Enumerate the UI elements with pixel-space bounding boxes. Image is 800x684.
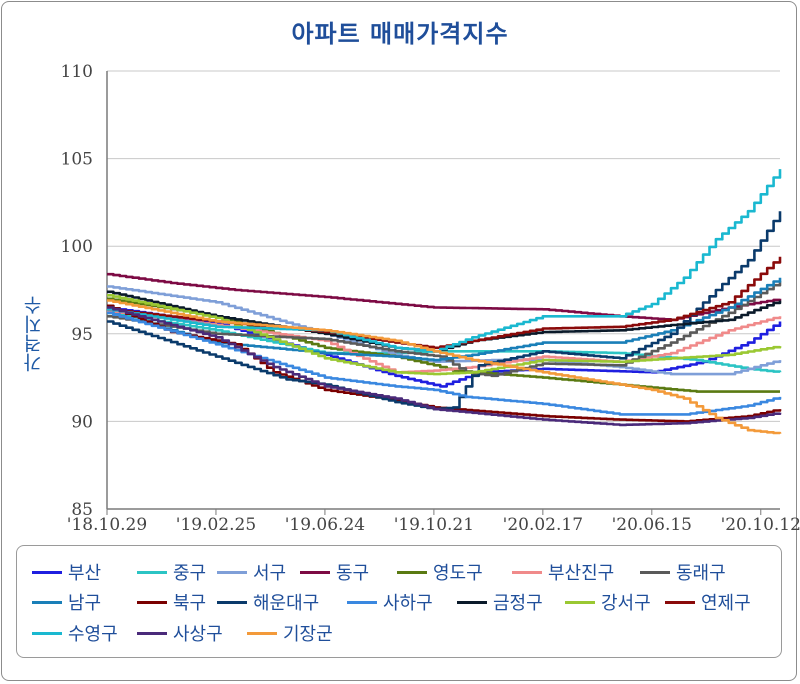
- legend-item: 남구: [32, 591, 102, 614]
- y-axis-ticks: 85 90 95 100 105 110: [61, 62, 93, 520]
- y-tick-label: 90: [71, 412, 93, 432]
- series-line-12: [107, 294, 782, 376]
- legend-label: 기장군: [283, 624, 333, 645]
- series-line-16: [107, 299, 782, 435]
- legend-swatch: [665, 600, 695, 604]
- legend-swatch: [32, 631, 62, 635]
- legend-label: 남구: [68, 593, 102, 614]
- legend-swatch: [32, 600, 62, 604]
- legend-swatch: [457, 600, 487, 604]
- legend-item: 중구: [137, 561, 207, 584]
- chart-title: 아파트 매매가격지수: [291, 20, 509, 48]
- legend-item: 서구: [217, 561, 287, 584]
- legend-item: 북구: [137, 591, 207, 614]
- legend-label: 부산진구: [548, 563, 615, 584]
- x-axis-ticks: '18.10.29 '19.02.25 '19.06.24 '19.10.21 '20.…: [67, 509, 800, 535]
- legend-item: 사상구: [137, 622, 223, 645]
- legend-label: 해운대구: [253, 593, 320, 614]
- legend-label: 부산: [68, 563, 102, 584]
- legend-label: 사상구: [173, 624, 223, 645]
- legend-swatch: [247, 631, 277, 635]
- y-tick-label: 105: [61, 150, 93, 170]
- legend-item: 영도구: [397, 561, 483, 584]
- legend-swatch: [512, 570, 542, 574]
- legend-swatch: [217, 570, 247, 574]
- legend-item: 해운대구: [217, 591, 320, 614]
- x-tick-label: '19.02.25: [176, 515, 256, 535]
- legend-item: 동래구: [640, 561, 726, 584]
- legend-item: 기장군: [247, 622, 333, 645]
- x-tick-label: '19.10.21: [394, 515, 474, 535]
- legend-swatch: [347, 600, 377, 604]
- gridlines: [106, 70, 780, 510]
- legend-label: 중구: [173, 563, 207, 584]
- series-lines: [107, 169, 782, 435]
- legend-swatch: [640, 570, 670, 574]
- legend-swatch: [137, 631, 167, 635]
- legend-label: 강서구: [601, 593, 651, 614]
- legend-item: 금정구: [457, 591, 543, 614]
- legend-label: 영도구: [433, 563, 483, 584]
- y-tick-label: 100: [61, 237, 93, 257]
- legend-label: 북구: [173, 593, 207, 614]
- legend-label: 동구: [336, 563, 370, 584]
- x-tick-label: '20.06.15: [612, 515, 692, 535]
- legend-label: 동래구: [676, 563, 726, 584]
- legend-label: 금정구: [493, 593, 543, 614]
- series-line-2: [107, 285, 782, 376]
- y-tick-label: 95: [71, 325, 93, 345]
- legend-swatch: [300, 570, 330, 574]
- legend-swatch: [217, 600, 247, 604]
- legend-label: 수영구: [68, 624, 118, 645]
- x-tick-label: '20.10.12: [721, 515, 800, 535]
- legend-swatch: [397, 570, 427, 574]
- legend-label: 연제구: [701, 593, 751, 614]
- y-tick-label: 85: [71, 500, 93, 520]
- series-line-15: [107, 306, 782, 427]
- legend-item: 연제구: [665, 591, 751, 614]
- legend-item: 부산진구: [512, 561, 615, 584]
- series-line-9: [107, 211, 782, 411]
- legend-item: 수영구: [32, 622, 118, 645]
- legend-item: 부산: [32, 561, 102, 584]
- legend-label: 사하구: [383, 593, 433, 614]
- legend-item: 동구: [300, 561, 370, 584]
- legend-swatch: [565, 600, 595, 604]
- line-chart: 85 90 95 100 105 110 '18.10.29 '19.02.25 '19.06…: [61, 62, 800, 535]
- legend-label: 서구: [253, 563, 287, 584]
- legend-item: 강서구: [565, 591, 651, 614]
- legend-swatch: [137, 570, 167, 574]
- legend-item: 사하구: [347, 591, 433, 614]
- x-tick-label: '18.10.29: [67, 515, 147, 535]
- series-line-5: [107, 309, 782, 374]
- series-line-10: [107, 311, 782, 416]
- series-line-6: [107, 281, 782, 378]
- y-tick-label: 110: [61, 62, 93, 82]
- legend-swatch: [32, 570, 62, 574]
- legend-swatch: [137, 600, 167, 604]
- x-tick-label: '19.06.24: [285, 515, 365, 535]
- x-tick-label: '20.02.17: [503, 515, 583, 535]
